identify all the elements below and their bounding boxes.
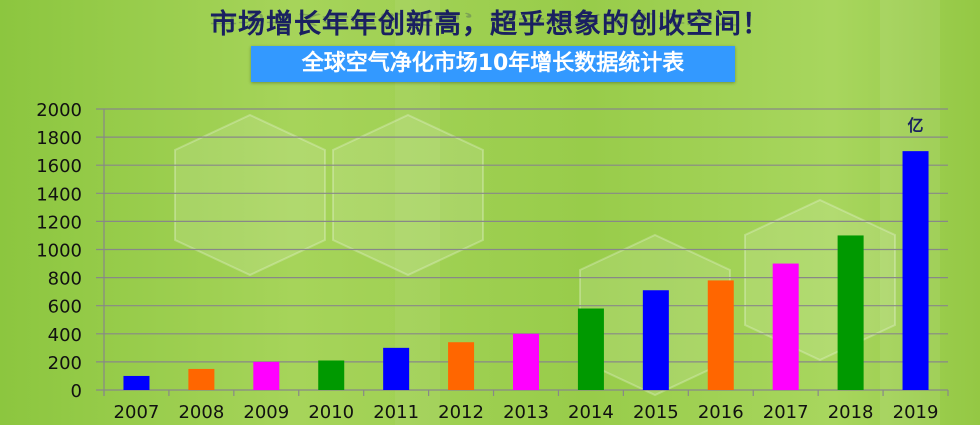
- y-tick-label: 600: [48, 297, 82, 318]
- x-tick-label: 2019: [893, 402, 939, 423]
- bar-2013: [513, 333, 539, 390]
- y-tick-label: 1800: [36, 128, 82, 149]
- x-tick-label: 2008: [178, 402, 224, 423]
- x-tick-label: 2015: [633, 402, 679, 423]
- x-tick-label: 2010: [308, 402, 354, 423]
- bar-2012: [448, 342, 475, 390]
- bar-2007: [123, 375, 150, 390]
- bar-2009: [253, 361, 280, 390]
- bar-2018: [837, 235, 864, 390]
- x-tick-label: 2011: [373, 402, 419, 423]
- x-tick-label: 2013: [503, 402, 549, 423]
- headline: 市场增长年年创新高，超乎想象的创收空间！: [210, 9, 770, 40]
- y-tick-label: 1200: [36, 212, 82, 233]
- bar-2019: [902, 151, 929, 390]
- x-tick-label: 2018: [828, 402, 874, 423]
- bar-2010: [318, 360, 345, 390]
- bar-2008: [188, 368, 215, 390]
- x-tick-label: 2007: [114, 402, 160, 423]
- y-tick-label: 800: [48, 269, 82, 290]
- bar-2015: [642, 290, 669, 390]
- bar-2017: [772, 263, 799, 390]
- y-tick-label: 2000: [36, 100, 82, 121]
- x-tick-label: 2012: [438, 402, 484, 423]
- chart-title-banner: 全球空气净化市场10年增长数据统计表: [251, 46, 735, 82]
- bar-2016: [707, 280, 734, 390]
- x-tick-label: 2017: [763, 402, 809, 423]
- y-tick-label: 400: [48, 325, 82, 346]
- bar-2014: [577, 308, 604, 390]
- x-tick-label: 2014: [568, 402, 614, 423]
- y-tick-label: 1000: [36, 241, 82, 262]
- bar-2011: [383, 347, 410, 390]
- y-tick-label: 200: [48, 353, 82, 374]
- x-tick-label: 2009: [243, 402, 289, 423]
- y-tick-label: 0: [71, 381, 82, 402]
- y-tick-label: 1600: [36, 156, 82, 177]
- unit-label: 亿: [908, 116, 924, 135]
- x-tick-label: 2016: [698, 402, 744, 423]
- y-tick-label: 1400: [36, 184, 82, 205]
